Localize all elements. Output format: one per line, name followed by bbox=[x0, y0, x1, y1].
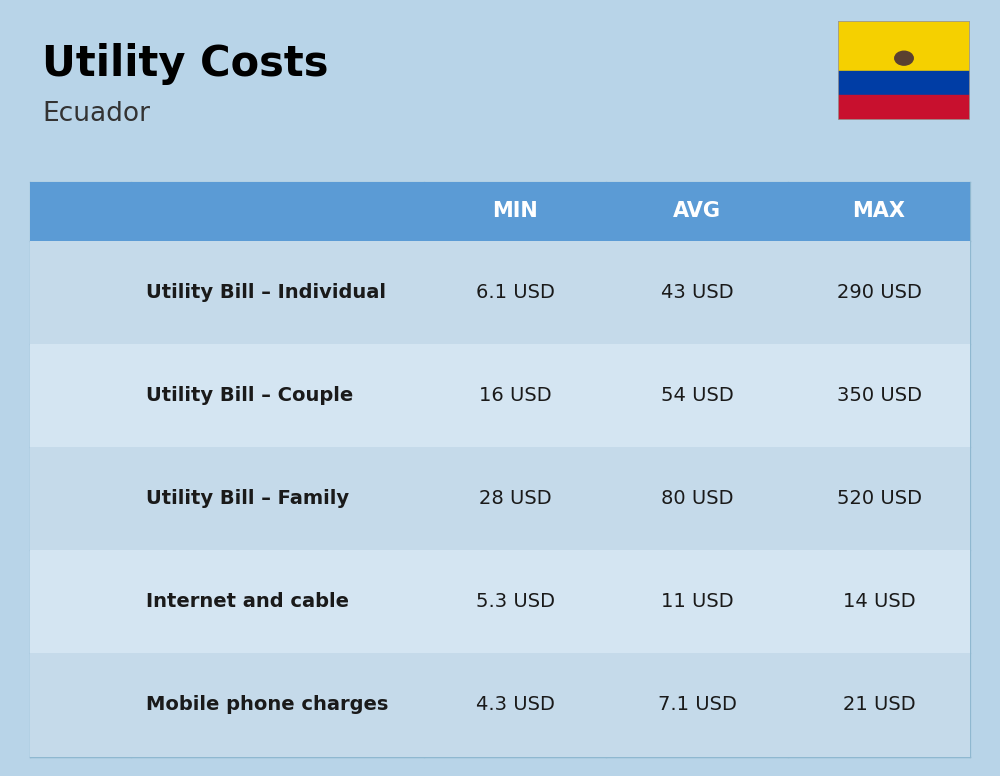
FancyBboxPatch shape bbox=[87, 681, 98, 695]
Text: Utility Bill – Couple: Utility Bill – Couple bbox=[146, 386, 353, 405]
Bar bbox=[67, 473, 94, 497]
Bar bbox=[50, 415, 55, 424]
Bar bbox=[838, 71, 970, 95]
Circle shape bbox=[78, 598, 83, 603]
Circle shape bbox=[72, 473, 89, 490]
Bar bbox=[98, 314, 109, 320]
Bar bbox=[50, 518, 55, 528]
FancyBboxPatch shape bbox=[53, 660, 108, 750]
FancyBboxPatch shape bbox=[62, 359, 99, 397]
Bar bbox=[103, 525, 106, 532]
Bar bbox=[49, 423, 64, 431]
FancyBboxPatch shape bbox=[63, 713, 74, 727]
FancyBboxPatch shape bbox=[63, 681, 74, 695]
Bar bbox=[67, 370, 94, 393]
Text: AVG: AVG bbox=[673, 202, 721, 221]
Bar bbox=[92, 517, 99, 521]
Bar bbox=[103, 421, 106, 429]
Text: 350 USD: 350 USD bbox=[837, 386, 922, 405]
Bar bbox=[98, 521, 109, 526]
Text: MIN: MIN bbox=[492, 202, 538, 221]
Text: 43 USD: 43 USD bbox=[661, 282, 733, 302]
Text: 11 USD: 11 USD bbox=[661, 592, 733, 611]
Bar bbox=[62, 676, 99, 733]
Circle shape bbox=[76, 476, 85, 486]
Text: Utility Bill – Individual: Utility Bill – Individual bbox=[146, 282, 386, 302]
FancyBboxPatch shape bbox=[87, 713, 98, 727]
Text: 21 USD: 21 USD bbox=[843, 695, 915, 715]
Bar bbox=[98, 417, 109, 423]
Circle shape bbox=[51, 570, 55, 575]
FancyBboxPatch shape bbox=[38, 298, 74, 336]
Text: MAX: MAX bbox=[853, 202, 906, 221]
Circle shape bbox=[72, 369, 89, 387]
Bar bbox=[92, 310, 99, 314]
Bar bbox=[70, 668, 91, 670]
Text: Utility Costs: Utility Costs bbox=[42, 43, 328, 85]
Circle shape bbox=[72, 266, 89, 284]
Text: 16 USD: 16 USD bbox=[479, 386, 551, 405]
Bar bbox=[838, 21, 970, 71]
Circle shape bbox=[63, 622, 68, 628]
Circle shape bbox=[895, 51, 913, 65]
FancyBboxPatch shape bbox=[75, 698, 86, 711]
Text: Mobile phone charges: Mobile phone charges bbox=[146, 695, 388, 715]
Circle shape bbox=[71, 622, 76, 628]
Bar bbox=[58, 415, 64, 424]
Bar bbox=[67, 267, 94, 290]
FancyBboxPatch shape bbox=[45, 611, 116, 640]
Text: Ecuador: Ecuador bbox=[42, 101, 150, 127]
Bar bbox=[838, 95, 970, 120]
Circle shape bbox=[76, 736, 85, 745]
Circle shape bbox=[76, 373, 85, 383]
Circle shape bbox=[69, 253, 92, 277]
Bar bbox=[58, 312, 64, 321]
Circle shape bbox=[54, 622, 59, 628]
Text: Utility Bill – Family: Utility Bill – Family bbox=[146, 489, 349, 508]
Circle shape bbox=[76, 270, 85, 279]
Text: Internet and cable: Internet and cable bbox=[146, 592, 349, 611]
Bar bbox=[103, 318, 106, 326]
Bar bbox=[49, 526, 64, 535]
Bar bbox=[92, 414, 99, 417]
Text: 4.3 USD: 4.3 USD bbox=[476, 695, 555, 715]
Bar bbox=[58, 518, 64, 528]
Text: 14 USD: 14 USD bbox=[843, 592, 915, 611]
FancyBboxPatch shape bbox=[75, 713, 86, 727]
Circle shape bbox=[106, 570, 110, 575]
FancyBboxPatch shape bbox=[86, 504, 121, 542]
Text: 5.3 USD: 5.3 USD bbox=[476, 592, 555, 611]
Text: 54 USD: 54 USD bbox=[661, 386, 733, 405]
Text: 290 USD: 290 USD bbox=[837, 282, 921, 302]
Text: 80 USD: 80 USD bbox=[661, 489, 733, 508]
FancyBboxPatch shape bbox=[38, 504, 74, 542]
Text: 6.1 USD: 6.1 USD bbox=[476, 282, 555, 302]
FancyBboxPatch shape bbox=[62, 462, 99, 501]
Circle shape bbox=[69, 459, 92, 483]
FancyBboxPatch shape bbox=[86, 298, 121, 336]
Text: 7.1 USD: 7.1 USD bbox=[658, 695, 737, 715]
Bar bbox=[49, 320, 64, 328]
Text: 28 USD: 28 USD bbox=[479, 489, 551, 508]
FancyBboxPatch shape bbox=[86, 401, 121, 439]
FancyBboxPatch shape bbox=[63, 698, 74, 711]
FancyBboxPatch shape bbox=[38, 401, 74, 439]
Circle shape bbox=[69, 356, 92, 380]
Bar bbox=[50, 312, 55, 321]
Text: 520 USD: 520 USD bbox=[837, 489, 922, 508]
FancyBboxPatch shape bbox=[62, 256, 99, 294]
FancyBboxPatch shape bbox=[87, 698, 98, 711]
FancyBboxPatch shape bbox=[75, 681, 86, 695]
